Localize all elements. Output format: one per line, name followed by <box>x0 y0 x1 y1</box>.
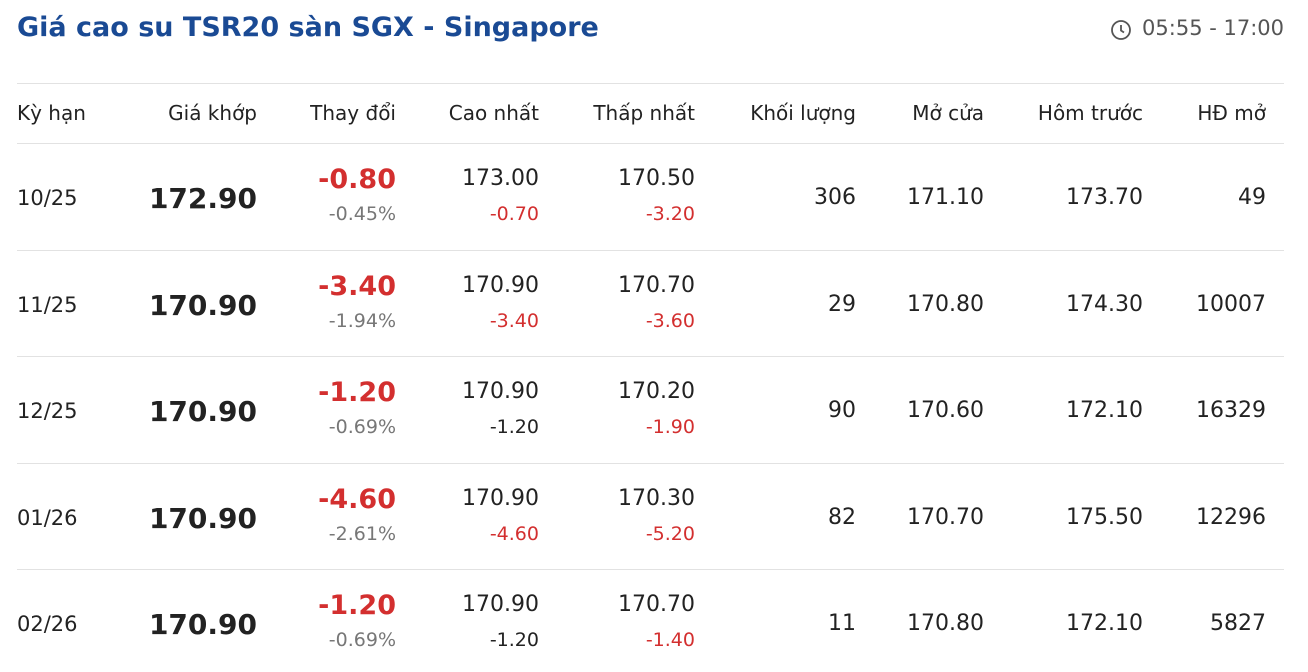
volume: 29 <box>828 291 856 317</box>
column-header: Thấp nhất <box>593 101 695 125</box>
prev: 172.10 <box>1066 611 1143 636</box>
column-header: Giá khớp <box>168 101 257 125</box>
open-interest: 16329 <box>1196 398 1266 423</box>
price: 172.90 <box>148 182 257 215</box>
divider <box>17 143 1284 144</box>
divider <box>17 356 1284 357</box>
low-change: -3.20 <box>645 203 695 225</box>
change-pct: -2.61% <box>328 522 396 545</box>
high: 170.90 <box>462 485 539 511</box>
low: 170.70 <box>618 592 695 617</box>
divider <box>17 83 1284 84</box>
change: -1.20 <box>318 377 396 408</box>
open: 170.80 <box>907 291 984 317</box>
low: 170.50 <box>618 166 695 191</box>
high: 173.00 <box>462 166 539 191</box>
open-interest: 12296 <box>1196 504 1266 530</box>
title: Giá cao su TSR20 sàn SGX - Singapore <box>17 12 599 43</box>
open: 170.70 <box>907 504 984 530</box>
term: 12/25 <box>17 399 78 423</box>
change: -3.40 <box>318 270 396 302</box>
price: 170.90 <box>148 608 257 641</box>
term: 02/26 <box>17 612 78 636</box>
change: -0.80 <box>318 164 396 195</box>
price: 170.90 <box>148 288 257 322</box>
hours: 05:55 - 17:00 <box>1142 16 1284 40</box>
change-pct: -1.94% <box>328 309 396 332</box>
change: -4.60 <box>318 483 396 515</box>
change: -1.20 <box>318 590 396 621</box>
low: 170.70 <box>618 272 695 298</box>
term: 01/26 <box>17 505 78 530</box>
divider <box>17 569 1284 570</box>
column-header: Cao nhất <box>448 101 539 125</box>
open: 171.10 <box>907 185 984 210</box>
open-interest: 10007 <box>1196 291 1266 317</box>
low-change: -3.60 <box>645 309 695 332</box>
low-change: -1.40 <box>645 629 695 651</box>
open-interest: 5827 <box>1210 611 1266 636</box>
volume: 82 <box>828 504 856 530</box>
price: 170.90 <box>148 501 257 535</box>
column-header: Kỳ hạn <box>17 101 86 125</box>
high-change: -0.70 <box>489 203 539 225</box>
change-pct: -0.69% <box>328 416 396 438</box>
prev: 174.30 <box>1066 291 1143 317</box>
term: 11/25 <box>17 292 78 317</box>
high-change: -1.20 <box>489 416 539 438</box>
column-header: Hôm trước <box>1037 101 1143 125</box>
prev: 172.10 <box>1066 398 1143 423</box>
divider <box>17 462 1284 464</box>
high-change: -3.40 <box>489 309 539 332</box>
change-pct: -0.45% <box>328 203 396 225</box>
divider <box>17 249 1284 251</box>
price: 170.90 <box>148 395 257 428</box>
high: 170.90 <box>462 592 539 617</box>
low-change: -1.90 <box>645 416 695 438</box>
column-header: Thay đổi <box>310 101 396 125</box>
open-interest: 49 <box>1238 185 1266 210</box>
term: 10/25 <box>17 186 78 210</box>
high: 170.90 <box>462 272 539 298</box>
column-header: Mở cửa <box>912 101 984 125</box>
high: 170.90 <box>462 379 539 404</box>
volume: 90 <box>828 398 856 423</box>
column-header: HĐ mở <box>1197 101 1266 125</box>
high-change: -4.60 <box>489 522 539 545</box>
prev: 173.70 <box>1066 185 1143 210</box>
clock-icon <box>1111 20 1131 40</box>
column-header: Khối lượng <box>750 101 856 125</box>
low: 170.30 <box>618 485 695 511</box>
open: 170.80 <box>907 611 984 636</box>
low: 170.20 <box>618 379 695 404</box>
open: 170.60 <box>907 398 984 423</box>
prev: 175.50 <box>1066 504 1143 530</box>
low-change: -5.20 <box>645 522 695 545</box>
high-change: -1.20 <box>489 629 539 651</box>
volume: 306 <box>814 185 856 210</box>
change-pct: -0.69% <box>328 629 396 651</box>
volume: 11 <box>828 611 856 636</box>
